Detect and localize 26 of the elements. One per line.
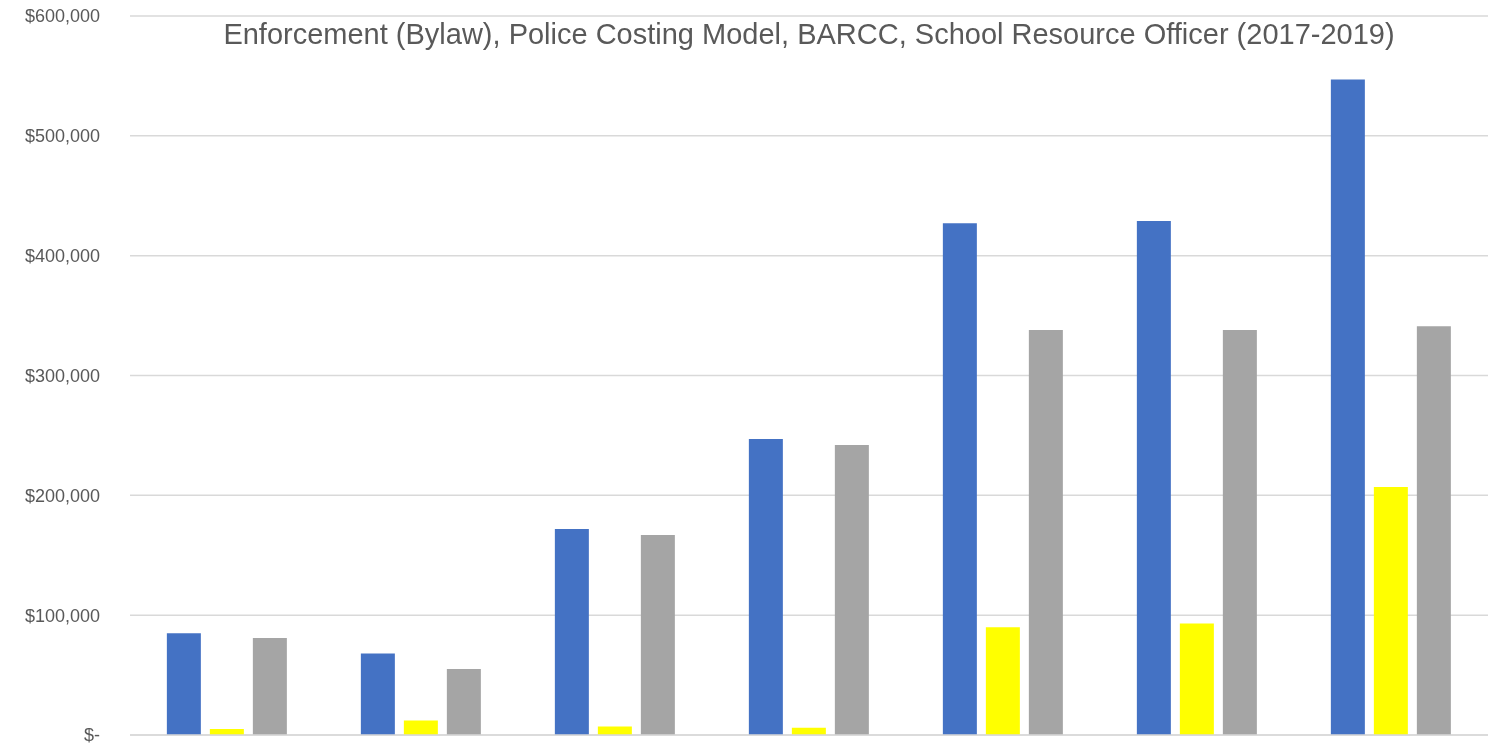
bar: [1136, 220, 1171, 735]
bar: [1330, 79, 1365, 735]
bar: [1373, 486, 1408, 735]
bar: [1179, 623, 1214, 735]
bar: [1416, 326, 1451, 735]
y-tick-label: $400,000: [24, 246, 100, 267]
y-tick-label: $200,000: [24, 485, 100, 506]
bar: [1028, 329, 1063, 735]
bar: [252, 637, 287, 735]
bar: [554, 528, 589, 735]
bar: [640, 534, 675, 735]
bar: [360, 653, 395, 735]
bar: [166, 633, 201, 735]
bar: [985, 627, 1020, 735]
bar: [942, 223, 977, 735]
y-tick-label: $500,000: [24, 126, 100, 147]
bar: [403, 720, 438, 735]
bar: [748, 439, 783, 735]
y-tick-label: $-: [83, 725, 100, 746]
bar: [446, 669, 481, 735]
y-tick-label: $100,000: [24, 605, 100, 626]
y-tick-label: $600,000: [24, 6, 100, 27]
bar: [1222, 329, 1257, 735]
chart-title: Enforcement (Bylaw), Police Costing Model, BARCC, School Resource Officer (2017-2019): [222, 18, 1396, 51]
y-tick-label: $300,000: [24, 365, 100, 386]
bar: [834, 445, 869, 735]
